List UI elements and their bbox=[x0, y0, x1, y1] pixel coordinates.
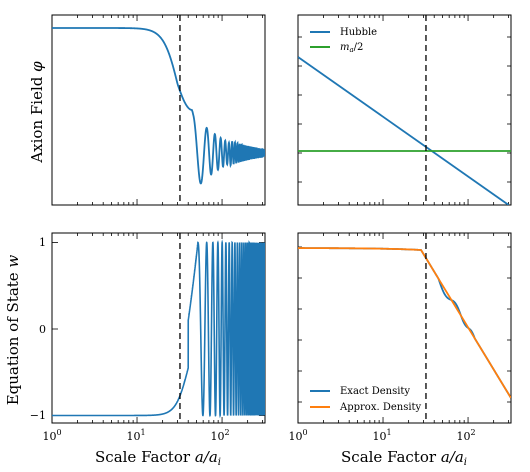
axes-frame-hubble bbox=[297, 14, 512, 206]
series-line-exact-density bbox=[298, 247, 511, 399]
xtick-label-1e2-left: 102 bbox=[210, 428, 229, 443]
xtick-label-1e2-right: 102 bbox=[456, 428, 475, 443]
legend-density-panel: Exact Density Approx. Density bbox=[310, 386, 422, 413]
panel-axion-field bbox=[51, 14, 266, 206]
series-line-hubble bbox=[298, 56, 510, 205]
ytick-label-1: 1 bbox=[39, 236, 46, 249]
legend-label-ma-half: ma/2 bbox=[340, 42, 363, 54]
panel-density bbox=[297, 232, 512, 424]
xtick-label-1e0-left: 100 bbox=[42, 428, 61, 443]
panel-hubble bbox=[297, 14, 512, 206]
xtick-label-1e0-right: 100 bbox=[288, 428, 307, 443]
ylabel-equation-of-state: Equation of State w bbox=[4, 255, 22, 406]
xtick-label-1e1-left: 101 bbox=[126, 428, 145, 443]
legend-label-hubble: Hubble bbox=[340, 27, 377, 38]
ylabel-axion-field: Axion Field φ bbox=[28, 61, 46, 164]
ytick-label-0: 0 bbox=[39, 323, 46, 336]
axes-frame-density bbox=[297, 232, 512, 424]
axes-frame-axion bbox=[51, 14, 266, 206]
legend-label-approx: Approx. Density bbox=[339, 402, 422, 413]
panel-equation-of-state bbox=[51, 232, 266, 424]
legend-label-exact: Exact Density bbox=[340, 386, 410, 397]
xlabel-left: Scale Factor a/ai bbox=[95, 448, 221, 468]
series-line-approx-density bbox=[298, 247, 511, 399]
series-line-axion-field bbox=[52, 27, 265, 185]
xlabel-right: Scale Factor a/ai bbox=[341, 448, 467, 468]
legend-hubble-panel: Hubble ma/2 bbox=[310, 27, 377, 54]
ytick-label-minus-1: −1 bbox=[30, 409, 46, 422]
series-line-equation-of-state bbox=[52, 239, 265, 419]
xtick-label-1e1-right: 101 bbox=[372, 428, 391, 443]
